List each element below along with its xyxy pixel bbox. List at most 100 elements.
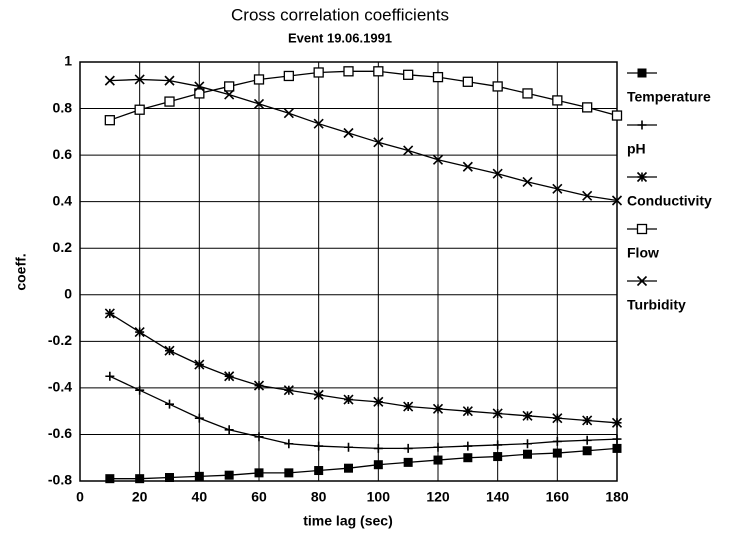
marker <box>552 413 563 424</box>
marker-shape <box>164 96 175 107</box>
marker <box>552 448 562 458</box>
x-tick-label: 80 <box>311 489 327 505</box>
marker-shape <box>344 442 353 452</box>
marker <box>611 110 623 121</box>
marker <box>135 474 145 484</box>
marker-shape <box>194 81 205 92</box>
marker <box>582 190 593 201</box>
marker <box>314 441 324 451</box>
marker <box>463 453 473 463</box>
marker <box>552 436 562 446</box>
marker <box>433 442 443 452</box>
marker <box>254 432 264 442</box>
marker-shape <box>313 67 324 78</box>
marker <box>194 359 205 370</box>
marker-shape <box>403 145 414 156</box>
marker <box>373 396 384 407</box>
marker <box>164 96 175 107</box>
marker-shape <box>493 452 503 462</box>
marker <box>224 425 234 435</box>
marker <box>403 443 413 453</box>
x-tick-label: 120 <box>426 489 450 505</box>
y-tick-label: 0.4 <box>53 192 73 208</box>
x-tick-label: 100 <box>367 489 391 505</box>
marker <box>283 385 294 396</box>
x-tick-label: 20 <box>132 489 148 505</box>
marker-shape <box>104 115 115 126</box>
marker-shape <box>612 434 622 444</box>
marker-shape <box>343 394 354 405</box>
marker <box>433 455 443 465</box>
marker <box>344 463 353 473</box>
marker-shape <box>253 380 265 391</box>
marker-shape <box>343 127 354 139</box>
marker <box>582 446 592 456</box>
marker <box>343 394 354 405</box>
marker <box>636 223 648 235</box>
marker <box>165 399 174 409</box>
marker <box>582 435 592 445</box>
marker-shape <box>552 448 562 458</box>
marker <box>523 439 532 449</box>
marker-shape <box>104 75 115 86</box>
marker <box>224 371 235 382</box>
marker <box>105 371 115 381</box>
marker <box>284 468 294 478</box>
marker <box>313 389 324 400</box>
marker <box>104 115 115 126</box>
marker-shape <box>462 76 473 87</box>
marker-shape <box>523 449 532 459</box>
marker-shape <box>492 408 503 419</box>
marker-shape <box>373 137 384 148</box>
marker-shape <box>224 470 234 480</box>
marker-shape <box>284 439 294 449</box>
marker <box>313 118 324 129</box>
marker-shape <box>104 308 115 319</box>
marker <box>462 161 473 172</box>
marker-shape <box>284 468 294 478</box>
marker <box>314 466 324 476</box>
marker-shape <box>523 439 532 449</box>
marker <box>493 440 503 450</box>
marker-shape <box>403 443 413 453</box>
marker <box>403 401 414 412</box>
marker-shape <box>314 466 324 476</box>
marker <box>492 81 503 92</box>
marker-shape <box>134 74 145 85</box>
legend-label: Conductivity <box>627 193 712 209</box>
marker <box>552 183 563 194</box>
marker-shape <box>432 71 444 83</box>
marker-shape <box>636 275 648 287</box>
series-line <box>109 312 618 424</box>
marker-shape <box>433 442 443 452</box>
marker <box>637 120 647 130</box>
marker <box>224 89 235 100</box>
legend-label: Turbidity <box>627 297 686 313</box>
marker-shape <box>343 66 354 77</box>
marker-shape <box>582 102 593 113</box>
marker <box>135 385 145 395</box>
x-tick-label: 180 <box>605 489 629 505</box>
marker-shape <box>552 413 563 424</box>
marker-shape <box>224 89 235 100</box>
marker <box>636 275 648 287</box>
marker-shape <box>611 195 623 206</box>
marker <box>104 308 115 319</box>
marker-shape <box>373 460 383 470</box>
series-line <box>109 70 618 121</box>
marker-shape <box>134 326 145 338</box>
marker-shape <box>552 95 563 106</box>
marker <box>253 380 265 391</box>
marker-shape <box>194 88 205 99</box>
marker <box>105 474 115 484</box>
marker <box>224 470 234 480</box>
marker-shape <box>611 417 623 428</box>
marker <box>284 439 294 449</box>
marker-shape <box>636 171 648 183</box>
x-tick-label: 160 <box>546 489 570 505</box>
y-tick-label: -0.8 <box>48 472 72 488</box>
marker <box>492 168 503 179</box>
marker <box>611 195 623 206</box>
marker <box>194 413 204 423</box>
